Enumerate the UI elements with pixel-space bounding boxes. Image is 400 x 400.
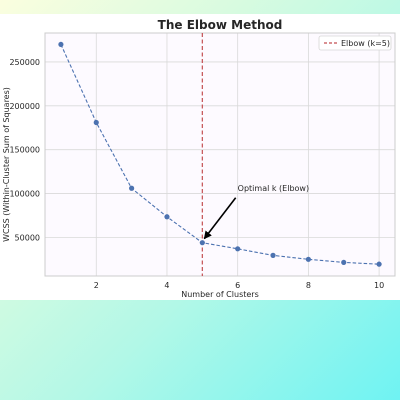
x-tick-label: 6 — [235, 281, 240, 290]
x-tick-label: 2 — [94, 281, 99, 290]
y-tick-label: 250000 — [9, 58, 40, 67]
y-tick-label: 150000 — [9, 146, 40, 155]
data-point — [376, 262, 381, 267]
data-point — [164, 214, 169, 219]
plot-area — [45, 33, 395, 276]
data-point — [306, 257, 311, 262]
data-point — [341, 260, 346, 265]
y-tick-label: 200000 — [9, 102, 40, 111]
data-point — [200, 240, 205, 245]
data-point — [94, 120, 99, 125]
data-point — [129, 186, 134, 191]
chart-title: The Elbow Method — [158, 18, 283, 32]
x-tick-label: 10 — [374, 281, 384, 290]
annotation-label: Optimal k (Elbow) — [238, 184, 309, 193]
data-point — [235, 246, 240, 251]
x-tick-label: 4 — [164, 281, 169, 290]
data-point — [270, 253, 275, 258]
y-tick-label: 50000 — [15, 233, 40, 242]
y-axis-label: WCSS (Within-Cluster Sum of Squares) — [2, 87, 11, 242]
elbow-chart: 2 4 6 8 10 50000 100000 150000 200000 250000 Optim… — [0, 14, 400, 300]
x-axis-label: Number of Clusters — [181, 290, 259, 299]
chart-figure: 2 4 6 8 10 50000 100000 150000 200000 250000 Optim… — [0, 14, 400, 300]
legend-label: Elbow (k=5) — [341, 39, 390, 48]
y-tick-label: 100000 — [9, 190, 40, 199]
x-tick-label: 8 — [306, 281, 311, 290]
data-point — [58, 42, 63, 47]
